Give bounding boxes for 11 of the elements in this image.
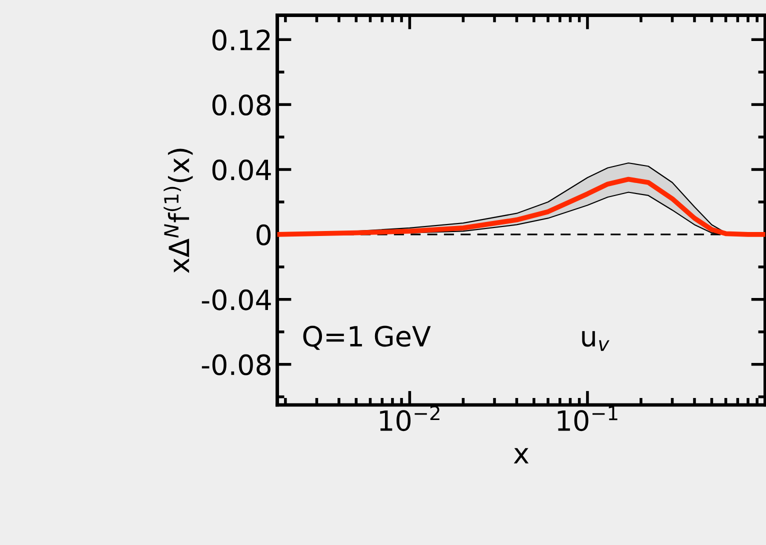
y-tick-label: 0.04 <box>212 159 271 180</box>
x-axis-title: x <box>514 448 529 464</box>
x-tick-label: 10$^{−1}$ <box>558 406 618 432</box>
y-axis-title: xΔ$^{N}$f$^{(1)}$(x) <box>164 148 193 274</box>
annotation: u$_{v}$ <box>582 330 610 351</box>
y-tick-label: 0.12 <box>212 30 270 51</box>
y-tick-label: -0.04 <box>202 289 271 310</box>
annotation: Q=1 GeV <box>303 326 431 350</box>
y-tick-label: 0.08 <box>212 94 271 116</box>
y-tick-label: -0.08 <box>202 354 271 376</box>
y-tick-label: 0 <box>256 224 271 246</box>
